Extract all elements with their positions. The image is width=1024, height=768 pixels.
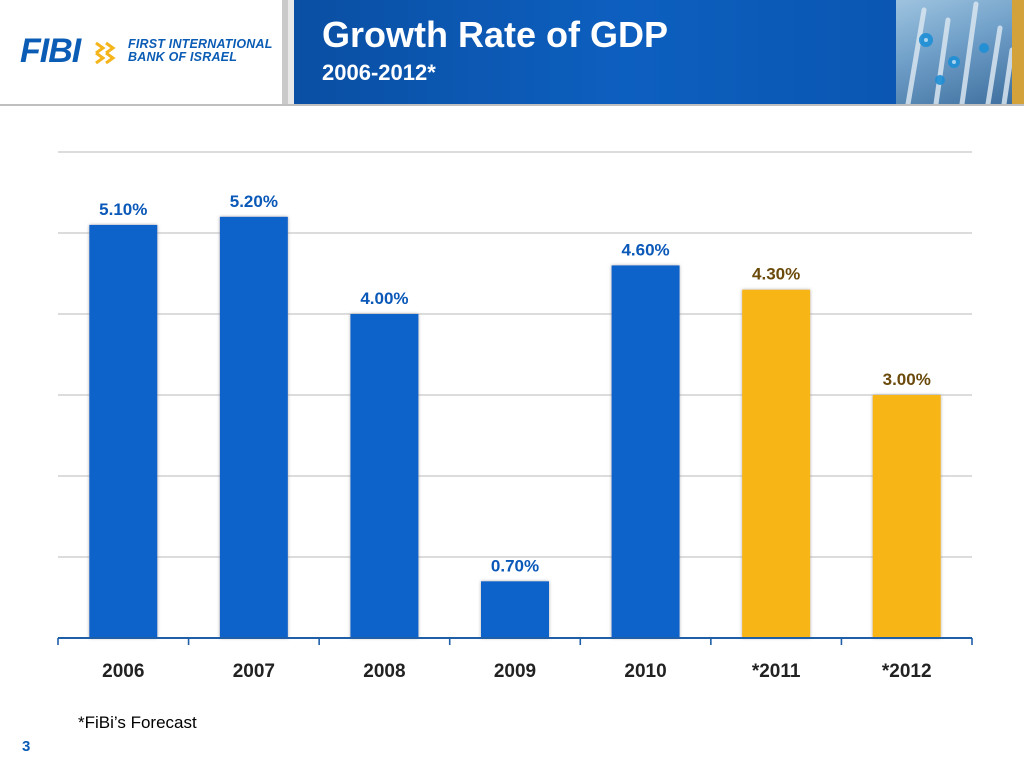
data-label-2008: 4.00% [360,289,408,308]
bar-2007 [219,216,288,639]
bar-f2012 [872,395,941,638]
bar-f2011 [742,289,811,638]
slide-title: Growth Rate of GDP [322,14,669,55]
logo-chevrons-icon [95,41,116,65]
logo-brand: FIBI [20,32,81,70]
data-label-2007: 5.20% [230,192,278,211]
data-label-2010: 4.60% [621,240,669,259]
logo-name-line2: BANK OF ISRAEL [128,50,238,64]
bar-2009 [481,581,549,638]
title-band: Growth Rate of GDP 2006-2012* [294,0,896,104]
x-tick-label-2010: 2010 [624,661,666,682]
slide-subtitle: 2006-2012* [322,60,436,85]
data-label-2006: 5.10% [99,200,147,219]
decorative-pegs-illustration [905,1,1012,104]
header-divider [0,104,1024,106]
forecast-footnote: *FiBi’s Forecast [78,713,197,732]
logo-name-line1: FIRST INTERNATIONAL [128,37,273,51]
page-number: 3 [22,738,31,755]
header-decorative-image [896,0,1012,104]
header-accent-edge [1012,0,1024,104]
gdp-growth-bar-chart: 5.10% 2006 5.20% 2007 4.00% 2008 0.70% 2009 4.60… [57,151,973,682]
bar-2008 [350,314,419,638]
data-label-2009: 0.70% [491,556,539,575]
logo: FIBI FIRST INTERNATIONAL BANK OF ISRAEL [0,0,288,104]
header-bar: FIBI FIRST INTERNATIONAL BANK OF ISRAEL … [0,0,1024,106]
data-label-f2011: 4.30% [752,265,800,284]
bar-2010 [611,265,680,638]
x-tick-label-2006: 2006 [102,661,144,682]
logo-bank-name: FIRST INTERNATIONAL BANK OF ISRAEL [128,38,273,64]
data-label-f2012: 3.00% [883,370,931,389]
x-tick-label-2007: 2007 [233,661,275,682]
x-tick-label-f2011: *2011 [752,661,801,682]
x-tick-label-f2012: *2012 [882,661,932,682]
x-tick-label-2008: 2008 [363,661,405,682]
x-tick-label-2009: 2009 [494,661,536,682]
bar-2006 [89,224,158,638]
